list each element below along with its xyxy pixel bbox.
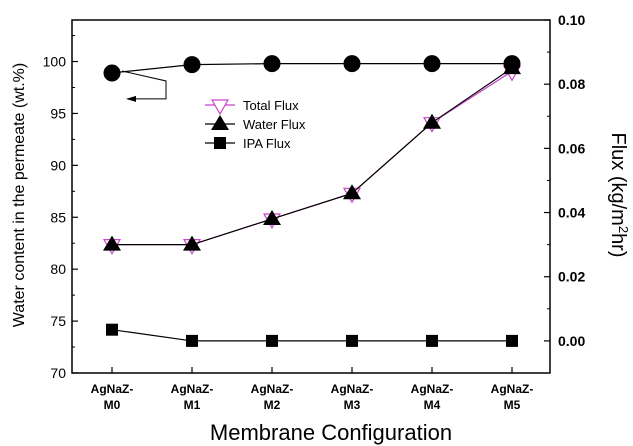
x-tick-label: AgNaZ-M5	[491, 382, 534, 412]
data-point	[426, 334, 438, 347]
legend-marker	[214, 137, 226, 149]
legend-marker	[211, 115, 229, 130]
legend-label: Total Flux	[243, 98, 299, 113]
data-point	[423, 113, 441, 129]
data-point	[343, 184, 361, 200]
series-water-flux	[103, 59, 521, 251]
x-axis-title: Membrane Configuration	[210, 420, 452, 445]
y-left-tick-label: 75	[50, 313, 66, 329]
axis-pointer-arrowhead	[126, 95, 136, 102]
legend-entry: Water Flux	[205, 115, 306, 132]
y-right-tick-label: 0.04	[558, 205, 585, 221]
data-point	[266, 334, 278, 347]
legend-entry: IPA Flux	[205, 136, 291, 151]
y-axis-left-title: Water content in the permeate (wt.%)	[11, 63, 28, 327]
y-left-tick-label: 80	[50, 261, 66, 277]
legend-entry: Total Flux	[205, 98, 299, 116]
series-ipa-flux	[106, 323, 518, 347]
data-point	[263, 209, 281, 225]
series-line	[112, 70, 513, 246]
y-axis-right-title-sup: 2	[617, 226, 632, 233]
y-right-tick-label: 0.06	[558, 140, 585, 156]
y-right-tick-label: 0.00	[558, 333, 585, 349]
y-left-tick-label: 95	[50, 105, 66, 121]
data-point	[506, 334, 518, 347]
data-point	[183, 56, 201, 74]
legend-label: Water Flux	[243, 117, 306, 132]
y-axis-right-title-suffix: hr)	[607, 233, 629, 257]
data-point	[103, 64, 121, 82]
data-point	[423, 55, 441, 73]
x-tick-label: AgNaZ-M2	[251, 382, 294, 412]
y-left-tick-label: 100	[43, 54, 67, 70]
x-tick-label: AgNaZ-M0	[91, 382, 134, 412]
y-left-tick-label: 70	[50, 365, 66, 381]
y-right-tick-label: 0.02	[558, 269, 585, 285]
axes-layer: 70 75 80 85 90 95 100 0.00 0.02 0.04 0.06 0.08 0.10 A…	[43, 12, 586, 412]
data-point	[183, 235, 201, 251]
series-water-content	[103, 55, 521, 82]
data-point	[106, 323, 118, 336]
series-layer	[102, 55, 522, 347]
x-tick-label: AgNaZ-M3	[331, 382, 374, 412]
x-tick-label: AgNaZ-M4	[411, 382, 454, 412]
series-line	[111, 329, 512, 342]
axis-pointer-arrow	[121, 70, 167, 100]
y-right-tick-label: 0.10	[558, 12, 585, 28]
legend-label: IPA Flux	[243, 136, 291, 151]
data-point	[503, 55, 521, 73]
data-point	[186, 334, 198, 347]
y-left-tick-label: 90	[50, 157, 66, 173]
y-left-tick-label: 85	[50, 209, 66, 225]
legend: Total Flux Water Flux IPA Flux	[205, 98, 306, 151]
legend-marker	[210, 99, 230, 116]
y-right-tick-label: 0.08	[558, 76, 585, 92]
data-point	[103, 235, 121, 251]
x-tick-label: AgNaZ-M1	[171, 382, 214, 412]
y-axis-right-title: Flux (kg/m2hr)	[607, 132, 632, 257]
data-point	[263, 55, 281, 73]
series-line	[111, 63, 512, 74]
series-line	[112, 67, 513, 246]
y-axis-right-title-prefix: Flux (kg/m	[607, 132, 629, 225]
plot-frame	[71, 19, 551, 374]
data-point	[346, 334, 358, 347]
data-point	[343, 55, 361, 73]
